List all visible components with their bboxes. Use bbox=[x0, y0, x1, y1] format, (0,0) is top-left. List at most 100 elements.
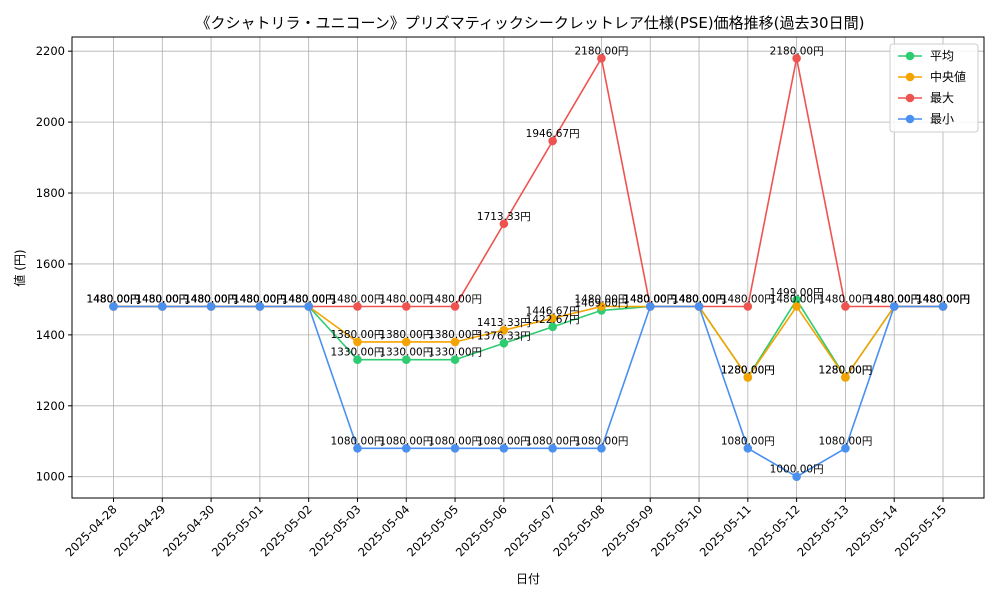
legend-label: 平均 bbox=[930, 49, 954, 63]
data-label: 1480.00円 bbox=[867, 294, 921, 306]
data-point bbox=[353, 302, 362, 311]
data-label: 1000.00円 bbox=[770, 464, 824, 476]
data-point bbox=[792, 53, 801, 63]
data-label: 1480.00円 bbox=[721, 294, 775, 306]
grid bbox=[72, 37, 984, 498]
data-point bbox=[401, 337, 411, 347]
data-label: 1480.00円 bbox=[867, 294, 921, 306]
data-label: 1480.00円 bbox=[135, 294, 189, 306]
data-label: 1480.00円 bbox=[135, 294, 189, 306]
legend-label: 最小 bbox=[930, 112, 954, 126]
y-tick-label: 2200 bbox=[36, 44, 65, 58]
data-point bbox=[889, 302, 899, 311]
legend-marker bbox=[905, 93, 915, 103]
legend-marker bbox=[905, 72, 915, 82]
data-point bbox=[597, 53, 606, 63]
data-label: 1080.00円 bbox=[477, 435, 531, 447]
data-label: 1713.33円 bbox=[477, 211, 531, 223]
data-label: 1080.00円 bbox=[379, 435, 433, 447]
x-tick-label: 2025-05-13 bbox=[794, 502, 851, 559]
data-point bbox=[255, 302, 265, 311]
data-point bbox=[353, 444, 362, 453]
data-point bbox=[353, 337, 362, 347]
data-label: 1480.00円 bbox=[184, 294, 238, 306]
chart-title: 《クシャトリラ・ユニコーン》プリズマティックシークレットレア仕様(PSE)価格推… bbox=[196, 14, 865, 32]
data-point bbox=[450, 355, 460, 365]
data-label: 2180.00円 bbox=[770, 45, 824, 57]
data-point bbox=[401, 302, 411, 311]
data-label: 1480.00円 bbox=[623, 294, 677, 306]
data-label: 1080.00円 bbox=[818, 435, 872, 447]
data-label: 1480.00円 bbox=[916, 294, 970, 306]
data-point bbox=[597, 444, 606, 453]
data-label: 1480.00円 bbox=[331, 294, 385, 306]
data-label: 1480.00円 bbox=[282, 294, 336, 306]
x-tick-label: 2025-04-28 bbox=[62, 502, 119, 559]
data-point bbox=[450, 444, 460, 453]
x-tick-label: 2025-05-02 bbox=[258, 502, 315, 559]
data-label: 1280.00円 bbox=[721, 364, 775, 376]
data-label: 1330.00円 bbox=[428, 347, 482, 359]
data-label: 1080.00円 bbox=[721, 435, 775, 447]
y-tick-label: 1800 bbox=[36, 186, 65, 200]
data-label: 1480.00円 bbox=[87, 294, 141, 306]
data-label: 1480.00円 bbox=[282, 294, 336, 306]
data-label: 1380.00円 bbox=[428, 329, 482, 341]
data-label: 1480.00円 bbox=[233, 294, 287, 306]
x-tick-label: 2025-05-15 bbox=[892, 502, 949, 559]
data-label: 1280.00円 bbox=[818, 364, 872, 376]
data-point bbox=[206, 302, 216, 311]
data-point bbox=[548, 322, 557, 332]
data-label: 1330.00円 bbox=[379, 347, 433, 359]
data-point bbox=[353, 355, 362, 365]
data-label: 1080.00円 bbox=[428, 435, 482, 447]
x-tick-label: 2025-05-10 bbox=[648, 502, 705, 559]
y-tick-label: 1600 bbox=[36, 257, 65, 271]
x-axis-label: 日付 bbox=[516, 572, 540, 586]
legend-marker bbox=[905, 51, 915, 61]
series-lines bbox=[109, 53, 948, 482]
data-point bbox=[743, 373, 753, 382]
data-label: 1480.00円 bbox=[818, 294, 872, 306]
data-label: 1480.00円 bbox=[574, 294, 628, 306]
data-label: 1480.00円 bbox=[184, 294, 238, 306]
data-point bbox=[694, 302, 704, 311]
data-label: 1413.33円 bbox=[477, 317, 531, 329]
data-point bbox=[304, 302, 313, 311]
data-label: 1480.00円 bbox=[672, 294, 726, 306]
series-line bbox=[113, 305, 943, 478]
x-tick-label: 2025-04-29 bbox=[111, 502, 168, 559]
legend-marker bbox=[905, 114, 915, 124]
data-point bbox=[841, 373, 850, 382]
data-label: 1080.00円 bbox=[526, 435, 580, 447]
y-tick-label: 1000 bbox=[36, 470, 65, 484]
data-label: 1480.00円 bbox=[233, 294, 287, 306]
data-point bbox=[401, 444, 411, 453]
data-point bbox=[548, 136, 557, 146]
data-label: 1330.00円 bbox=[331, 347, 385, 359]
data-point bbox=[792, 295, 801, 305]
data-point bbox=[450, 302, 460, 311]
legend-label: 最大 bbox=[930, 91, 954, 105]
data-label: 1480.00円 bbox=[770, 294, 824, 306]
x-tick-label: 2025-05-08 bbox=[550, 502, 607, 559]
legend-box bbox=[889, 43, 979, 133]
data-label: 1499.00円 bbox=[770, 287, 824, 299]
data-point bbox=[597, 302, 606, 311]
data-label: 1446.67円 bbox=[526, 305, 580, 317]
data-label: 1380.00円 bbox=[331, 329, 385, 341]
data-point bbox=[792, 302, 801, 311]
data-point bbox=[109, 302, 118, 311]
data-point bbox=[157, 302, 167, 311]
data-label: 1480.00円 bbox=[672, 294, 726, 306]
x-tick-label: 2025-05-05 bbox=[404, 502, 461, 559]
data-label: 1480.00円 bbox=[428, 294, 482, 306]
data-label: 1380.00円 bbox=[379, 329, 433, 341]
data-label: 1080.00円 bbox=[331, 435, 385, 447]
x-tick-label: 2025-05-07 bbox=[502, 502, 559, 559]
data-label: 1480.00円 bbox=[916, 294, 970, 306]
data-label: 1480.00円 bbox=[672, 294, 726, 306]
x-tick-label: 2025-05-11 bbox=[697, 502, 754, 559]
data-point bbox=[938, 302, 948, 311]
